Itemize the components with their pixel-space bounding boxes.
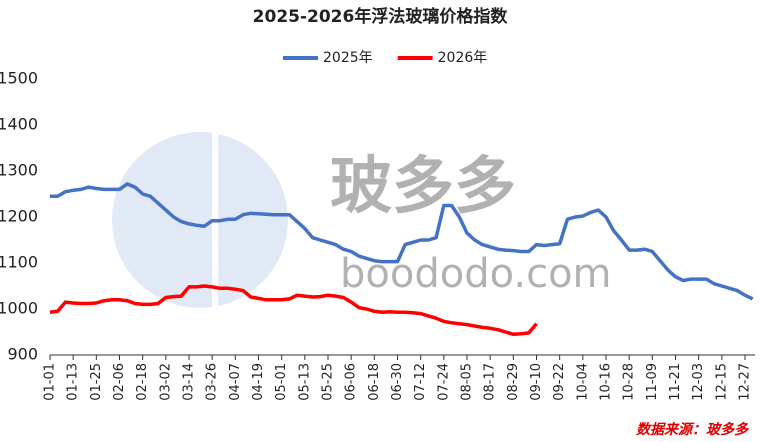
watermark-text: 玻多多 [330, 149, 516, 222]
x-tick-label: 12-27 [738, 363, 753, 401]
x-tick-label: 05-25 [321, 363, 336, 401]
x-tick-label: 06-30 [390, 363, 405, 401]
y-tick-label: 1300 [0, 161, 38, 180]
x-tick-label: 01-25 [89, 363, 104, 401]
y-tick-label: 1400 [0, 115, 38, 134]
watermark-logo-bar [212, 125, 218, 325]
x-tick-label: 04-19 [251, 363, 266, 401]
x-tick-label: 05-01 [274, 363, 289, 401]
x-tick-label: 02-06 [112, 363, 127, 401]
x-tick-label: 02-18 [135, 363, 150, 401]
watermark-url: boododo.com [340, 251, 612, 297]
chart-title: 2025-2026年浮法玻璃价格指数 [253, 6, 509, 27]
x-tick-label: 03-02 [158, 363, 173, 401]
x-tick-label: 07-24 [436, 363, 451, 401]
x-tick-label: 01-13 [66, 363, 81, 401]
x-tick-label: 06-18 [367, 363, 382, 401]
x-tick-label: 03-14 [182, 363, 197, 401]
y-tick-label: 1100 [0, 253, 38, 272]
x-tick-label: 10-28 [622, 363, 637, 401]
x-tick-label: 09-10 [529, 363, 544, 401]
x-tick-label: 07-12 [413, 363, 428, 401]
x-tick-label: 06-06 [344, 363, 359, 401]
x-tick-label: 12-03 [691, 363, 706, 401]
x-tick-label: 08-29 [506, 363, 521, 401]
x-tick-label: 12-15 [714, 363, 729, 401]
watermark: 玻多多 boododo.com [112, 125, 612, 325]
source-note: 数据来源：玻多多 [636, 421, 749, 438]
x-tick-label: 04-07 [228, 363, 243, 401]
x-tick-label: 11-21 [668, 363, 683, 401]
x-tick-label: 05-13 [297, 363, 312, 401]
x-tick-label: 09-22 [552, 363, 567, 401]
y-tick-label: 900 [7, 345, 38, 364]
y-tick-label: 1000 [0, 299, 38, 318]
x-tick-label: 01-01 [43, 363, 58, 401]
x-tick-label: 11-09 [645, 363, 660, 401]
y-tick-label: 1500 [0, 69, 38, 88]
series-line [49, 284, 538, 337]
x-tick-label: 10-16 [599, 363, 614, 401]
y-tick-label: 1200 [0, 207, 38, 226]
watermark-logo [112, 132, 288, 308]
x-tick-label: 08-05 [460, 363, 475, 401]
x-tick-label: 08-17 [483, 363, 498, 401]
legend-label: 2026年 [438, 50, 488, 66]
legend-label: 2025年 [323, 50, 373, 66]
x-tick-label: 10-04 [575, 363, 590, 401]
x-tick-label: 03-26 [205, 363, 220, 401]
series-line [50, 182, 754, 301]
